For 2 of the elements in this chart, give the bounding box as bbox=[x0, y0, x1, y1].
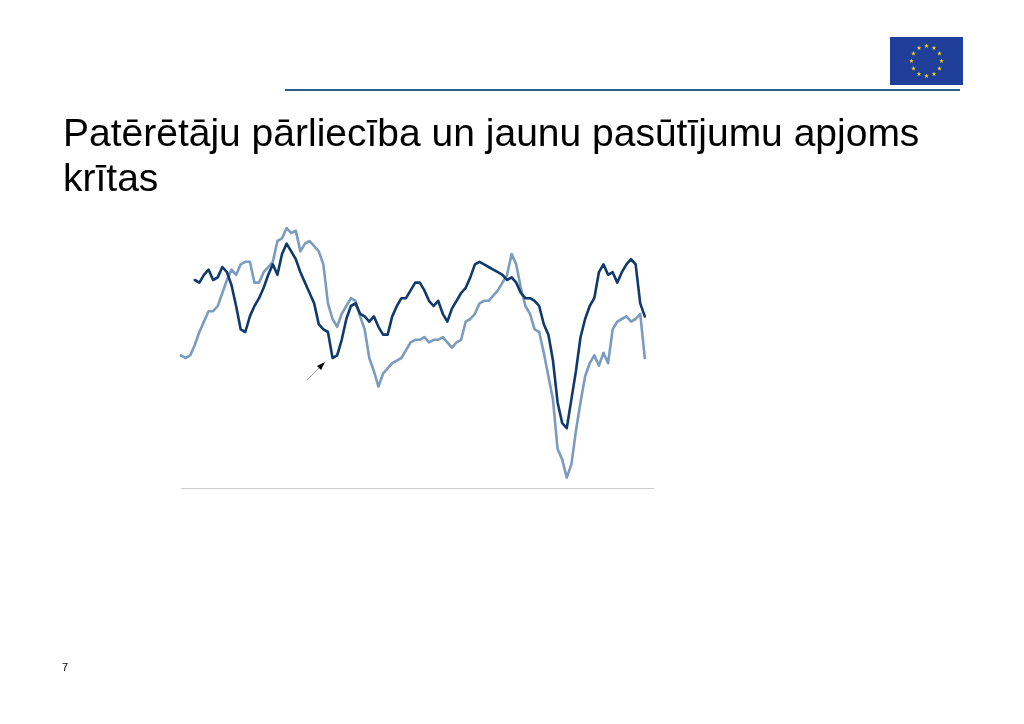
text: 7 bbox=[62, 661, 69, 673]
chart-title: Patērētāju pārliecība un jaunu pasūtījumu apjoms krītas bbox=[63, 110, 921, 200]
